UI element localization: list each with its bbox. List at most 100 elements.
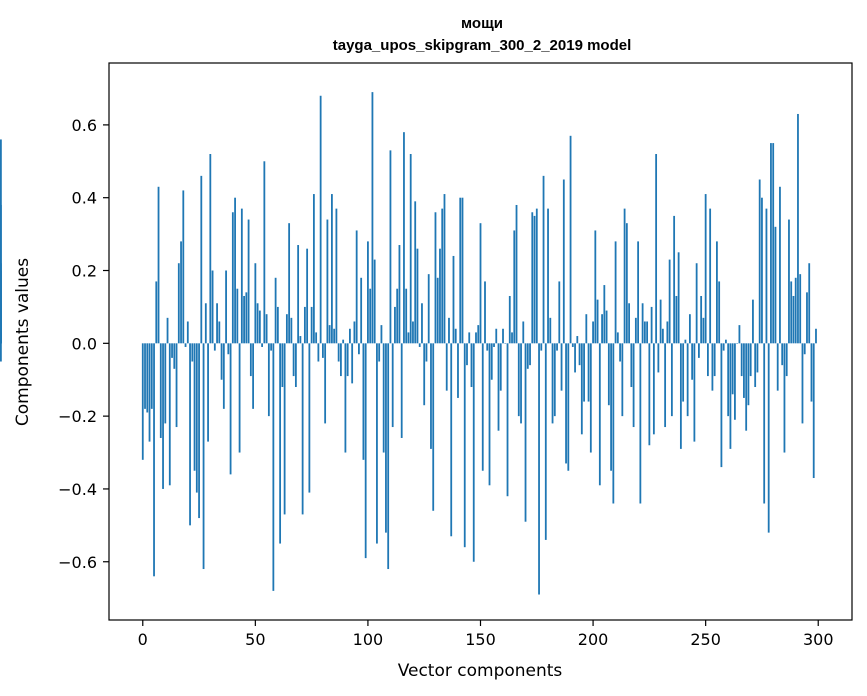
bar-145 (468, 332, 471, 344)
bar-40 (231, 212, 234, 344)
bar-255 (716, 241, 718, 344)
bar-215 (625, 223, 628, 344)
bar-32 (213, 343, 216, 351)
bar-223 (643, 321, 646, 344)
bar-22 (191, 343, 194, 362)
bar-197 (585, 314, 588, 344)
bar-202 (596, 299, 599, 344)
bar-264 (736, 343, 739, 344)
bar-211 (616, 332, 619, 344)
bar-undefined (0, 343, 2, 362)
bar-276 (763, 343, 766, 504)
x-tick-label: 250 (690, 630, 721, 649)
bar-284 (781, 343, 784, 366)
bar-219 (634, 317, 637, 344)
bar-230 (659, 299, 662, 344)
bar-157 (495, 328, 498, 344)
bar-127 (427, 274, 430, 344)
bar-30 (209, 154, 212, 344)
bar-160 (502, 328, 504, 344)
bar-96 (358, 343, 360, 355)
bar-42 (236, 288, 239, 344)
bar-54 (263, 161, 266, 344)
chart-title: мощи (461, 15, 503, 32)
bar-118 (407, 332, 410, 344)
bar-72 (303, 306, 306, 344)
bar-268 (745, 343, 748, 431)
bar-293 (801, 343, 804, 424)
bar-59 (274, 277, 277, 344)
x-tick-label: 50 (245, 630, 265, 649)
bar-111 (391, 343, 394, 428)
bar-28 (204, 303, 207, 344)
bar-34 (218, 321, 221, 344)
bar-188 (565, 343, 567, 464)
bar-206 (605, 310, 608, 344)
y-tick-label: 0.2 (72, 262, 97, 281)
bar-267 (743, 343, 745, 398)
bar-189 (567, 343, 570, 471)
bar-295 (806, 292, 808, 344)
bar-97 (360, 277, 363, 344)
bar-49 (252, 343, 254, 409)
bar-254 (713, 343, 716, 377)
bar-113 (396, 288, 399, 344)
x-tick-label: 150 (465, 630, 496, 649)
bar-21 (189, 343, 191, 526)
bar-110 (389, 150, 392, 344)
bar-121 (414, 201, 417, 344)
bar-139 (454, 328, 457, 344)
bar-279 (770, 143, 772, 344)
bar-48 (249, 343, 252, 377)
bar-0 (141, 343, 144, 460)
bar-186 (560, 343, 563, 391)
bar-112 (394, 306, 396, 344)
x-tick-label: 0 (138, 630, 148, 649)
bar-265 (738, 325, 741, 344)
bar-19 (184, 343, 187, 347)
bar-294 (803, 343, 806, 355)
bar-93 (351, 343, 354, 384)
bar-105 (378, 343, 381, 362)
bar-18 (182, 190, 185, 344)
bar-177 (540, 343, 543, 351)
bar-226 (650, 306, 653, 344)
bar-62 (281, 343, 284, 388)
bar-35 (220, 343, 223, 380)
bar-184 (556, 343, 558, 351)
bar-9 (162, 343, 164, 489)
bar-11 (166, 317, 169, 344)
bar-39 (229, 343, 232, 475)
bar-98 (362, 343, 365, 460)
bar-237 (675, 295, 678, 344)
x-axis-label: Vector components (398, 661, 563, 681)
bar-151 (481, 343, 484, 471)
y-tick-label: 0.6 (72, 116, 97, 135)
bar-23 (193, 343, 196, 471)
bar-128 (430, 343, 432, 449)
bar-261 (729, 343, 732, 449)
bar-78 (317, 343, 320, 362)
bar-175 (535, 208, 538, 344)
bar-158 (497, 343, 500, 431)
bar-196 (583, 343, 585, 402)
bar-297 (810, 343, 813, 402)
bar-262 (731, 343, 734, 395)
bar-281 (774, 226, 777, 344)
bar-282 (776, 343, 779, 391)
bar-288 (790, 281, 793, 344)
bar-251 (707, 343, 709, 377)
bar-101 (369, 288, 372, 344)
bar-243 (688, 314, 691, 344)
bar-56 (267, 343, 270, 417)
y-axis-ticks: −0.6 −0.4 −0.2 0.0 0.2 0.4 0.6 (58, 116, 109, 572)
bar-95 (355, 230, 358, 344)
bar-147 (472, 343, 475, 562)
bar-247 (698, 343, 700, 358)
bar-270 (749, 343, 752, 377)
bar-106 (380, 325, 383, 344)
bar-217 (630, 343, 633, 388)
bar-221 (639, 343, 642, 504)
bar-13 (171, 343, 173, 358)
bar-144 (466, 343, 468, 366)
